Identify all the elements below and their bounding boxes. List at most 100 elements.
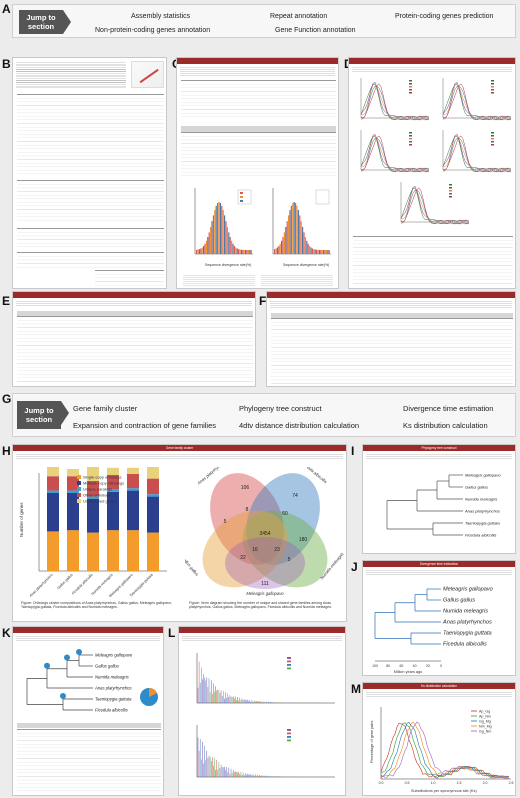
jump-to-section-button-2[interactable]: Jump to section — [17, 401, 69, 429]
histogram-bar — [228, 232, 230, 254]
histogram-bar — [238, 249, 240, 254]
nav-link-divergence-time[interactable]: Divergence time estimation — [403, 404, 494, 413]
ks-axis-tick: 2.5 — [509, 781, 514, 785]
venn-count: 22 — [240, 555, 246, 561]
nav-link-phylogeny-tree[interactable]: Phylogeny tree construct — [239, 404, 322, 413]
4dtv-distance-panel — [178, 626, 346, 796]
histogram-bar — [229, 236, 231, 254]
distribution-line — [400, 188, 470, 225]
histogram-bar — [289, 210, 291, 254]
venn-count: 106 — [241, 485, 250, 491]
venn-count: 111 — [261, 581, 269, 587]
histogram-bar — [201, 247, 203, 254]
distribution-line — [360, 83, 430, 121]
repeat-table-2 — [181, 132, 336, 176]
histogram-bar — [233, 245, 235, 254]
histogram-bar — [200, 248, 202, 254]
histogram-bar — [274, 249, 276, 254]
distribution-line — [360, 84, 430, 121]
jump-to-section-button[interactable]: Jump to section — [19, 10, 71, 34]
histogram-bar — [288, 215, 290, 254]
distribution-line — [360, 135, 430, 173]
distribution-line — [442, 136, 512, 173]
tree-taxon-label: Gallus gallus — [95, 664, 120, 669]
tree-taxon-label: Ficedula albicollis — [95, 708, 129, 713]
distribution-line — [442, 83, 512, 121]
histogram-bar — [281, 240, 283, 254]
nav-link-protein-coding[interactable]: Protein-coding genes prediction — [395, 13, 494, 20]
stacked-bar-segment — [67, 469, 79, 477]
species-tick-label: Gallus gallus — [56, 573, 74, 591]
tree-taxon-label: Numida meleagris — [95, 675, 130, 680]
non-protein-coding-panel — [12, 291, 256, 387]
stacked-bar-segment — [67, 493, 79, 531]
histogram-bar — [247, 249, 249, 254]
distribution-line — [442, 134, 512, 173]
tree-taxon-label: Meleagris gallopavo — [443, 587, 493, 593]
histogram-bar — [208, 232, 210, 254]
histogram-bar — [324, 249, 326, 254]
tree-taxon-label: Anas platyrhynchos — [442, 620, 492, 626]
histogram-bar — [303, 232, 305, 254]
nav-link-expansion-contraction[interactable]: Expansion and contraction of gene famili… — [73, 421, 217, 430]
gene-function-panel — [266, 291, 516, 387]
ks-axis-tick: 0.5 — [405, 781, 410, 785]
nav-link-assembly-statistics[interactable]: Assembly statistics — [131, 13, 191, 20]
histogram-bar — [204, 243, 206, 254]
distribution-line — [400, 186, 470, 225]
svg-text:Substitutions per synonymous s: Substitutions per synonymous site (Ks) — [411, 789, 477, 793]
nav-link-non-protein-coding[interactable]: Non-protein-coding genes annotation — [95, 27, 211, 34]
stacked-bar-segment — [107, 489, 119, 492]
tree-taxon-label: Anas platyrhynchos — [464, 509, 500, 514]
histogram-bar — [316, 249, 318, 254]
histogram-bar — [314, 249, 316, 254]
ks-distribution-chart: Percentage of gene pairs Substitutions p… — [370, 707, 514, 793]
ncrna-panel-header — [13, 292, 255, 298]
histogram-bar — [320, 249, 322, 254]
histogram-bar — [292, 202, 294, 254]
protein-summary-table — [353, 236, 513, 286]
distribution-line — [360, 82, 430, 121]
divergence-header: Divergence time estimation — [363, 561, 515, 567]
panel-letter-f: F — [259, 294, 267, 308]
histogram-bar — [232, 243, 234, 254]
nav-link-4dtv-distance[interactable]: 4dtv distance distribution calculation — [239, 421, 360, 430]
time-axis-tick: 80 — [386, 664, 390, 668]
histogram-bar — [214, 210, 216, 254]
nav-link-gene-family-cluster[interactable]: Gene family cluster — [73, 404, 138, 413]
histogram-bar — [197, 249, 199, 254]
histogram-bar — [286, 221, 288, 254]
distribution-line — [360, 134, 430, 173]
histogram-bar — [196, 249, 198, 254]
histogram-bar — [198, 249, 200, 254]
stacked-bar-segment — [47, 476, 59, 491]
histogram-bar — [219, 202, 221, 254]
expansion-contraction-panel: Meleagris gallopavo Gallus gallus Numida m… — [12, 626, 164, 796]
histogram-bar — [327, 249, 329, 254]
histogram-bar — [222, 210, 224, 254]
legend-label: Other orthologs — [83, 493, 111, 498]
legend-label: Single-copy orthologs — [83, 475, 121, 480]
tree-taxon-label: Gallus gallus — [443, 598, 475, 604]
nav-link-ks-distribution[interactable]: Ks distribution calculation — [403, 421, 488, 430]
histogram-bar — [246, 249, 248, 254]
stacked-bar-segment — [87, 532, 99, 571]
expansion-table — [17, 729, 161, 793]
nav-link-repeat-annotation[interactable]: Repeat annotation — [270, 13, 328, 20]
4dtv-header — [179, 627, 345, 633]
tree-taxon-label: Ficedula albicollis — [465, 533, 496, 538]
stacked-bar-segment — [127, 473, 139, 489]
repeat-divergence-chart-left: Sequence divergence rate(%) — [194, 188, 253, 267]
tree-taxon-label: Anas platyrhynchos — [94, 686, 132, 691]
histogram-bar — [278, 245, 280, 254]
stacked-bar-segment — [127, 467, 139, 474]
histogram-bar — [275, 248, 277, 254]
tree-taxon-label: Gallus gallus — [465, 485, 488, 490]
histogram-bar — [205, 240, 207, 254]
nav-link-gene-function[interactable]: Gene Function annotation — [275, 27, 356, 34]
svg-text:Sequence divergence rate(%): Sequence divergence rate(%) — [205, 263, 251, 267]
assembly-table-2 — [17, 180, 164, 222]
histogram-bar — [224, 215, 226, 254]
histogram-bar — [309, 245, 311, 254]
